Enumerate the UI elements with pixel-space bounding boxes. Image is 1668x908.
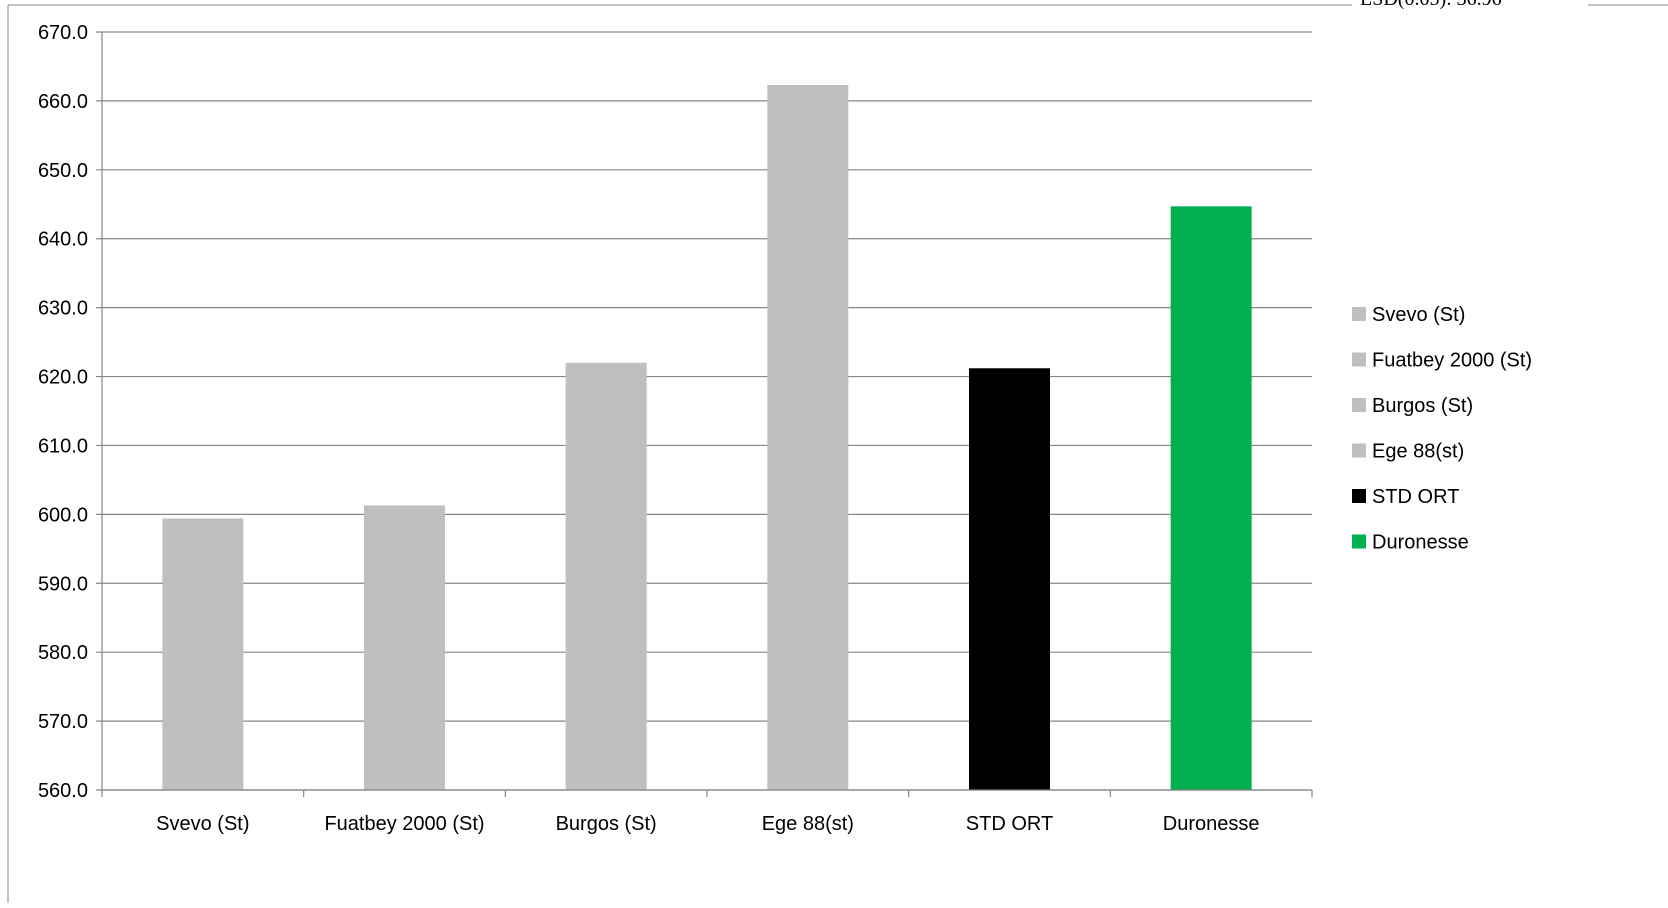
lsd-annotation: LSD(0.05): 36.96 — [1360, 0, 1502, 11]
y-tick-label: 640.0 — [38, 229, 88, 251]
legend-swatch — [1352, 307, 1366, 321]
y-tick-label: 600.0 — [38, 504, 88, 526]
legend-swatch — [1352, 489, 1366, 503]
bar-2 — [364, 505, 445, 790]
legend-label: Duronesse — [1372, 532, 1469, 554]
y-tick-label: 670.0 — [38, 22, 88, 44]
y-axis-ticks: 560.0 570.0 580.0 590.0 600.0 610.0 620.0 630.0… — [38, 22, 103, 802]
y-tick-label: 580.0 — [38, 642, 88, 664]
y-tick-label: 560.0 — [38, 780, 88, 802]
x-category-label: Duronesse — [1163, 813, 1260, 835]
bar-6 — [1170, 206, 1252, 791]
x-category-label: Fuatbey 2000 (St) — [324, 813, 484, 835]
x-category-label: Svevo (St) — [156, 813, 249, 835]
x-category-label: Ege 88(st) — [762, 813, 854, 835]
y-tick-label: 630.0 — [38, 298, 88, 320]
legend-label: STD ORT — [1372, 486, 1459, 508]
bar-3 — [565, 362, 647, 790]
legend-label: Fuatbey 2000 (St) — [1372, 350, 1532, 372]
bars — [162, 85, 1252, 791]
legend-label: Svevo (St) — [1372, 304, 1465, 326]
bar-5 — [969, 368, 1050, 790]
bar-4 — [767, 85, 849, 790]
y-tick-label: 620.0 — [38, 367, 88, 389]
bar-1 — [162, 518, 244, 790]
y-tick-label: 610.0 — [38, 435, 88, 457]
gridlines — [96, 31, 1312, 791]
legend-swatch — [1352, 534, 1366, 549]
legend-label: Burgos (St) — [1372, 395, 1473, 417]
y-tick-label: 570.0 — [38, 711, 88, 733]
legend-swatch — [1352, 398, 1366, 412]
y-tick-label: 650.0 — [38, 160, 88, 182]
y-tick-label: 590.0 — [38, 573, 88, 595]
legend-swatch — [1352, 352, 1366, 367]
x-category-label: Burgos (St) — [556, 813, 657, 835]
y-tick-label: 660.0 — [38, 91, 88, 113]
x-axis: Svevo (St) Fuatbey 2000 (St) Burgos (St) Eg… — [101, 789, 1313, 835]
legend-label: Ege 88(st) — [1372, 441, 1464, 463]
legend-swatch — [1352, 443, 1366, 458]
x-category-label: STD ORT — [966, 813, 1053, 835]
legend: Svevo (St) Fuatbey 2000 (St) Burgos (St) Eg… — [1352, 304, 1532, 554]
